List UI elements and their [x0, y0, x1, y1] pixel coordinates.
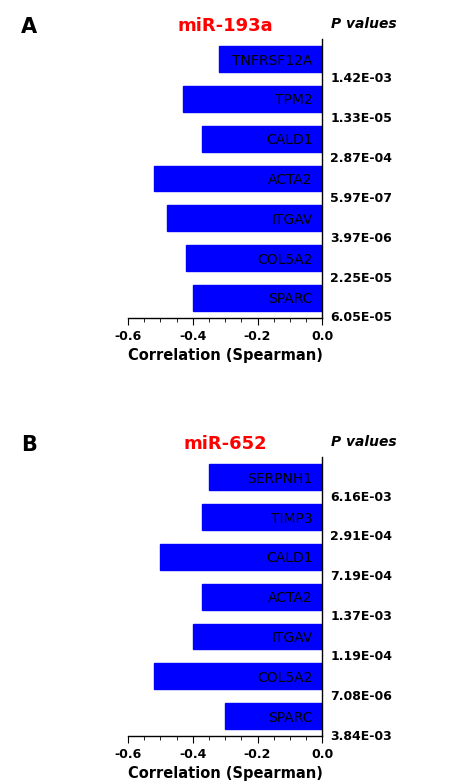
Text: 3.84E-03: 3.84E-03 — [330, 730, 392, 742]
Text: 7.08E-06: 7.08E-06 — [330, 690, 392, 702]
Text: 1.19E-04: 1.19E-04 — [330, 650, 392, 663]
Text: 5.97E-07: 5.97E-07 — [330, 192, 392, 205]
Text: 1.42E-03: 1.42E-03 — [330, 73, 392, 85]
Title: miR-652: miR-652 — [183, 435, 267, 453]
Text: 1.33E-05: 1.33E-05 — [330, 112, 392, 125]
Bar — [193, 623, 322, 649]
Text: B: B — [21, 435, 37, 455]
Bar — [154, 663, 322, 689]
Text: 1.37E-03: 1.37E-03 — [330, 610, 392, 623]
Bar — [202, 126, 322, 152]
Text: 6.16E-03: 6.16E-03 — [330, 491, 392, 503]
Text: 6.05E-05: 6.05E-05 — [330, 312, 392, 324]
Text: 2.91E-04: 2.91E-04 — [330, 530, 392, 543]
Text: 2.25E-05: 2.25E-05 — [330, 272, 392, 284]
Bar — [186, 245, 322, 271]
Bar — [225, 703, 322, 729]
Bar — [167, 205, 322, 231]
Bar — [219, 46, 322, 72]
Bar — [202, 583, 322, 610]
Title: miR-193a: miR-193a — [177, 16, 273, 34]
Bar — [160, 544, 322, 570]
Bar — [202, 504, 322, 530]
Bar — [209, 464, 322, 490]
X-axis label: Correlation (Spearman): Correlation (Spearman) — [128, 348, 323, 363]
Bar — [193, 285, 322, 311]
Bar — [154, 165, 322, 192]
Text: P values: P values — [330, 17, 396, 31]
Text: P values: P values — [330, 435, 396, 449]
Bar — [183, 86, 322, 112]
Text: 7.19E-04: 7.19E-04 — [330, 570, 392, 583]
Text: 2.87E-04: 2.87E-04 — [330, 152, 392, 165]
X-axis label: Correlation (Spearman): Correlation (Spearman) — [128, 767, 323, 781]
Text: A: A — [21, 17, 37, 37]
Text: 3.97E-06: 3.97E-06 — [330, 232, 392, 245]
